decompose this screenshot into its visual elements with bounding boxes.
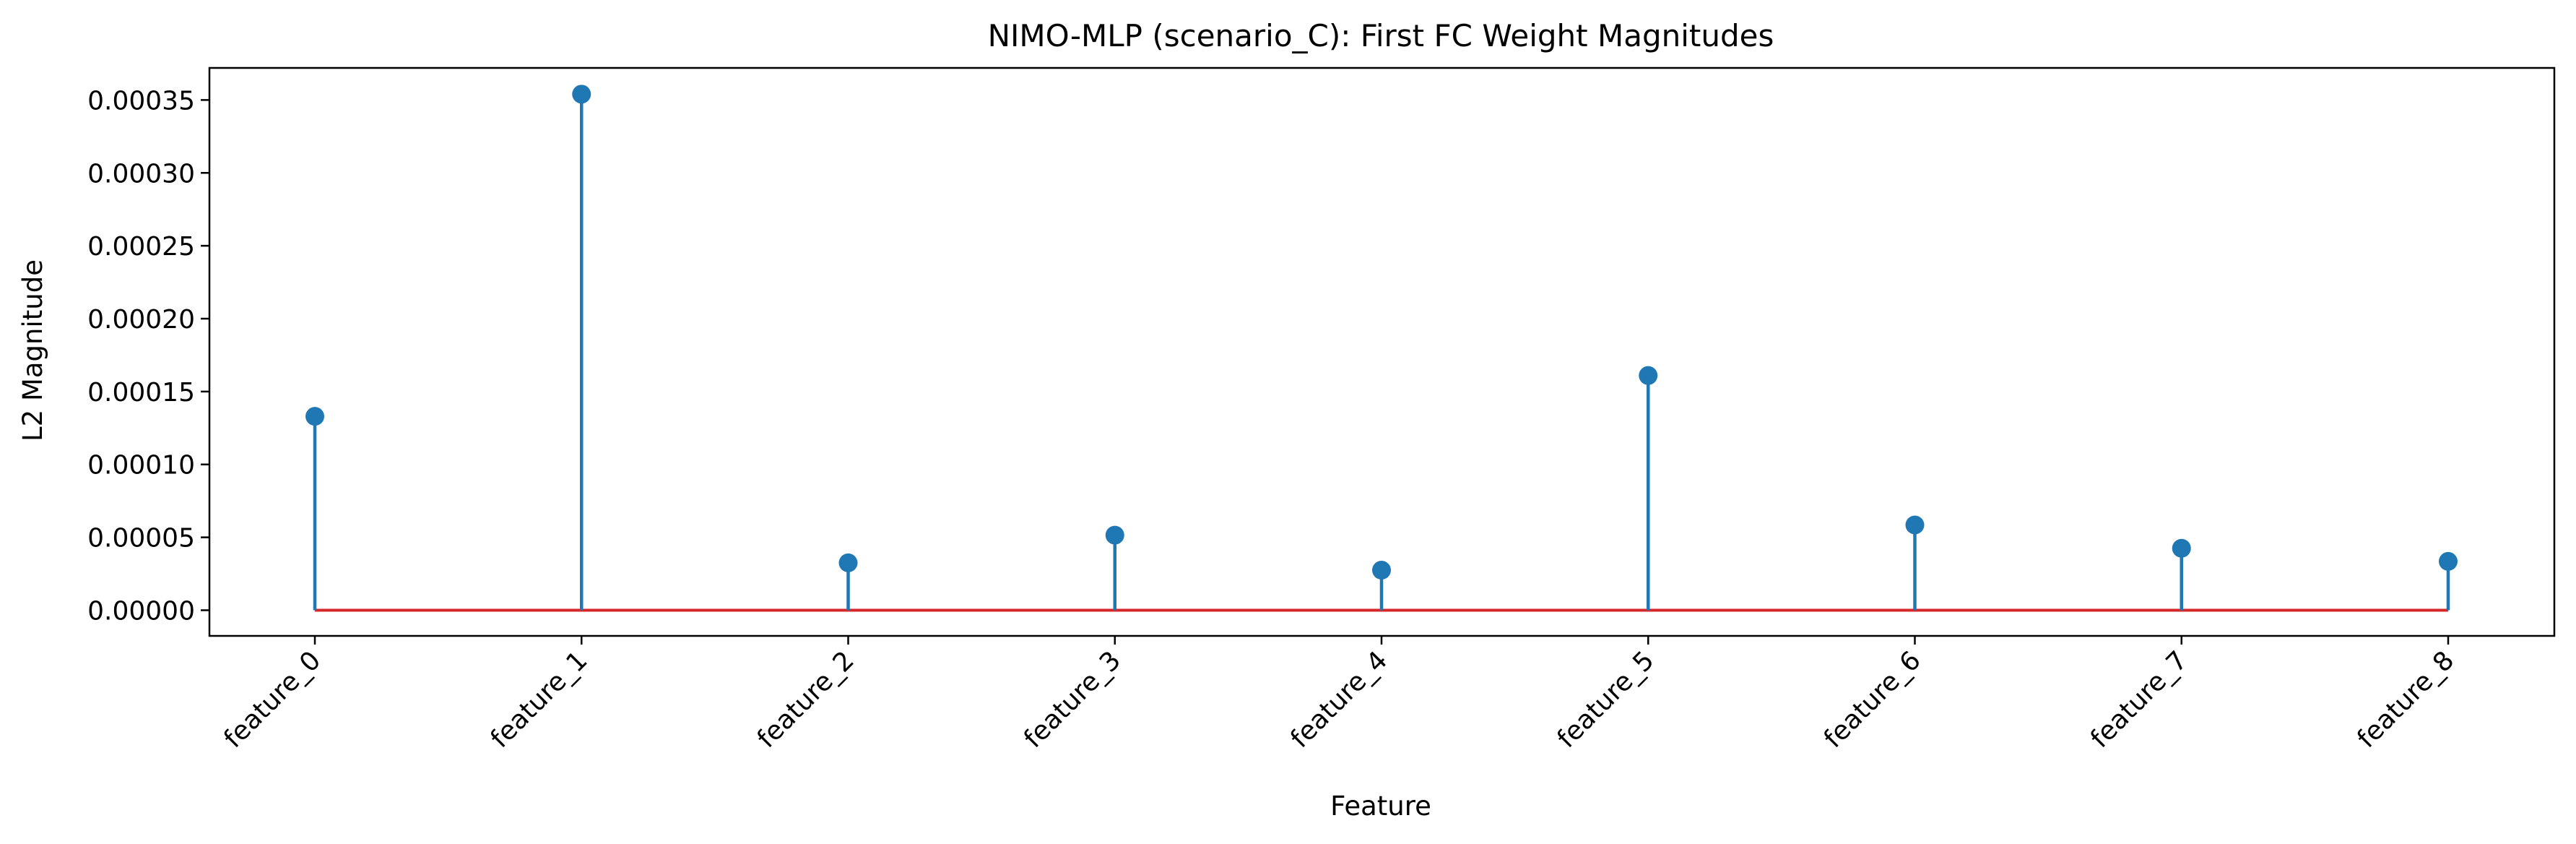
x-tick-label: feature_4 — [1285, 645, 1394, 754]
x-tick-label: feature_6 — [1818, 645, 1927, 754]
x-tick-label: feature_5 — [1552, 645, 1660, 754]
stem-marker-feature_8 — [2439, 551, 2458, 571]
stem-series — [305, 85, 2458, 611]
y-axis-label: L2 Magnitude — [17, 259, 48, 442]
y-tick-label: 0.00020 — [87, 305, 195, 335]
stem-marker-feature_4 — [1372, 561, 1391, 580]
x-tick-label: feature_2 — [752, 645, 860, 754]
x-tick-label: feature_0 — [219, 645, 327, 754]
stem-marker-feature_1 — [572, 85, 591, 104]
stem-marker-feature_6 — [1905, 515, 1925, 535]
y-tick-label: 0.00025 — [87, 232, 195, 262]
y-tick-label: 0.00015 — [87, 378, 195, 408]
y-tick-label: 0.00035 — [87, 86, 195, 116]
y-tick-label: 0.00005 — [87, 524, 195, 554]
x-tick-label: feature_7 — [2085, 645, 2193, 754]
stem-marker-feature_3 — [1105, 525, 1124, 545]
stem-marker-feature_7 — [2172, 538, 2191, 558]
stem-marker-feature_2 — [838, 553, 858, 572]
x-axis-label: Feature — [1330, 791, 1431, 822]
y-tick-label: 0.00000 — [87, 596, 195, 626]
stem-marker-feature_0 — [305, 407, 324, 426]
stem-marker-feature_5 — [1639, 366, 1658, 385]
y-tick-label: 0.00010 — [87, 451, 195, 481]
x-tick-label: feature_3 — [1018, 645, 1127, 754]
x-axis-ticks: feature_0 feature_1 feature_2 feature_3 feat… — [219, 636, 2460, 754]
chart-title: NIMO-MLP (scenario_C): First FC Weight M… — [988, 18, 1774, 53]
x-tick-label: feature_1 — [485, 645, 594, 754]
x-tick-label: feature_8 — [2352, 645, 2460, 754]
plot-area-frame — [208, 66, 2556, 637]
y-tick-label: 0.00030 — [87, 159, 195, 189]
y-axis-ticks: 0.00000 0.00005 0.00010 0.00015 0.00020 0.000… — [87, 86, 209, 626]
